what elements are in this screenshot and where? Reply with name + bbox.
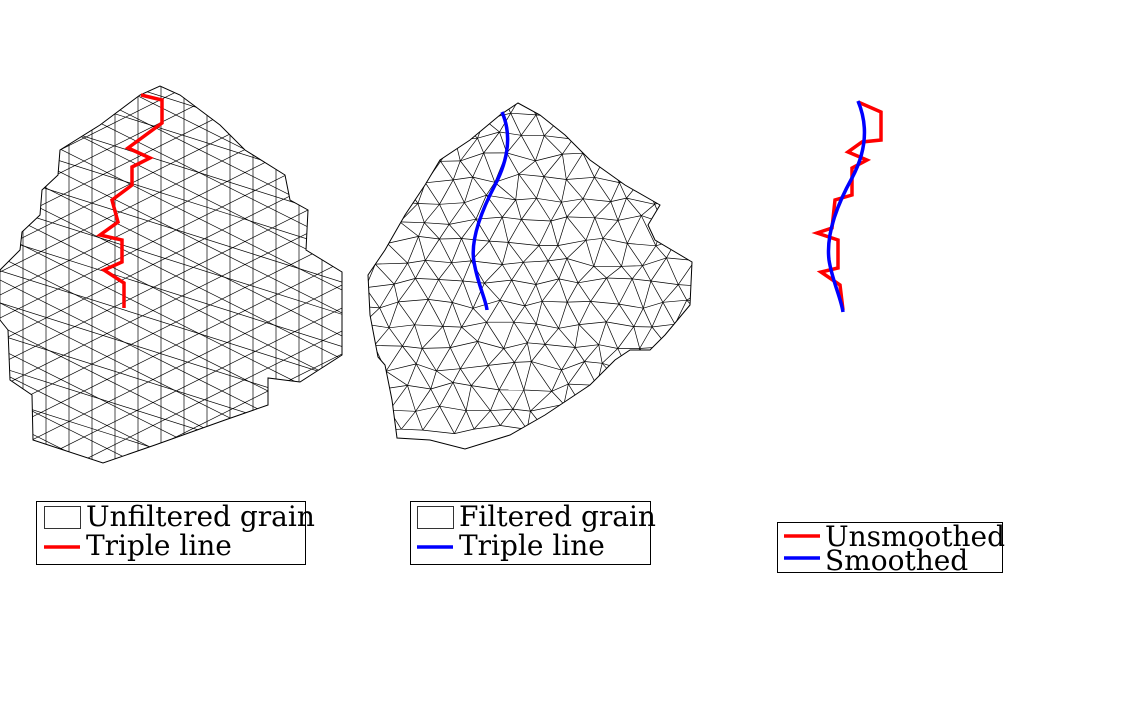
legend-filtered: Filtered grain Triple line (410, 500, 656, 565)
legend-label-unfiltered-grain: Unfiltered grain (86, 500, 315, 533)
legend-box (777, 522, 1003, 573)
legend-label-smoothed: Smoothed (825, 544, 968, 577)
filtered-grain-mesh (367, 102, 693, 450)
legend-unfiltered: Unfiltered grain Triple line (36, 500, 315, 565)
unfiltered-triple-line (95, 93, 164, 308)
filtered-triple-line (471, 111, 510, 311)
legend-box (410, 501, 651, 565)
legend-swatch-box (417, 506, 454, 529)
legend-comparison: Unsmoothed Smoothed (777, 520, 1005, 577)
unfiltered-grain-mesh (0, 85, 343, 464)
legend-box (36, 501, 306, 565)
legend-label-triple-line: Triple line (459, 529, 605, 562)
comparison-smoothed-line (826, 100, 867, 313)
legend-label-unsmoothed: Unsmoothed (825, 520, 1005, 553)
legend-label-triple-line: Triple line (86, 529, 232, 562)
comparison-unsmoothed-line (811, 100, 883, 311)
legend-label-filtered-grain: Filtered grain (459, 500, 656, 533)
legend-swatch-box (44, 506, 81, 529)
